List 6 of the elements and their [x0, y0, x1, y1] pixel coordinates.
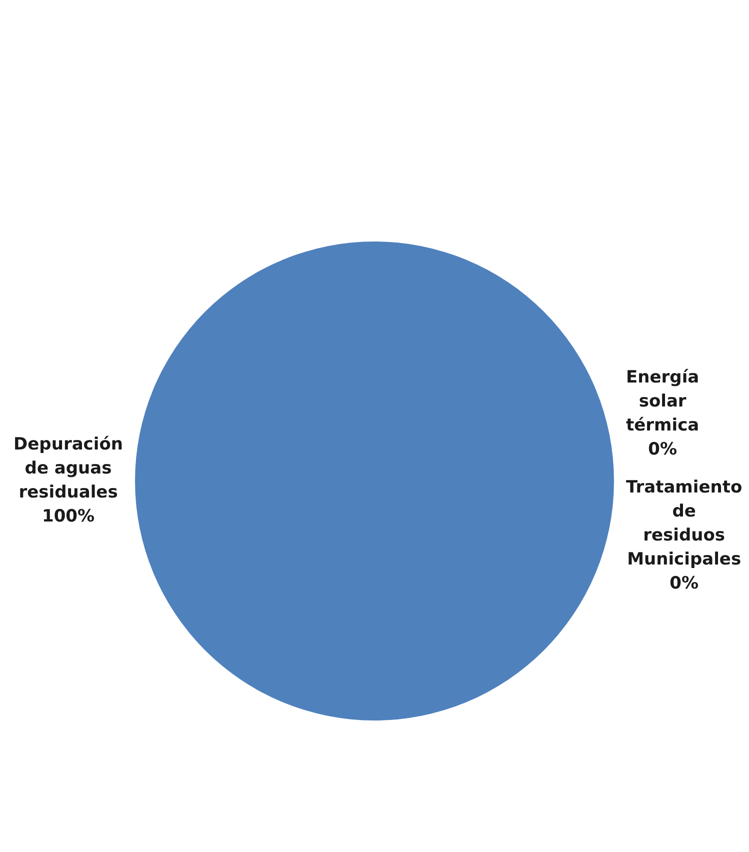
category-label: Tratamiento de residuos Municipales	[626, 477, 742, 570]
data-label: 100%	[42, 506, 95, 526]
slice-label: Depuración de aguas residuales	[14, 434, 124, 502]
category-label: Energía solar térmica	[626, 367, 700, 436]
text: 0%	[670, 573, 699, 594]
text: 0%	[648, 439, 677, 460]
